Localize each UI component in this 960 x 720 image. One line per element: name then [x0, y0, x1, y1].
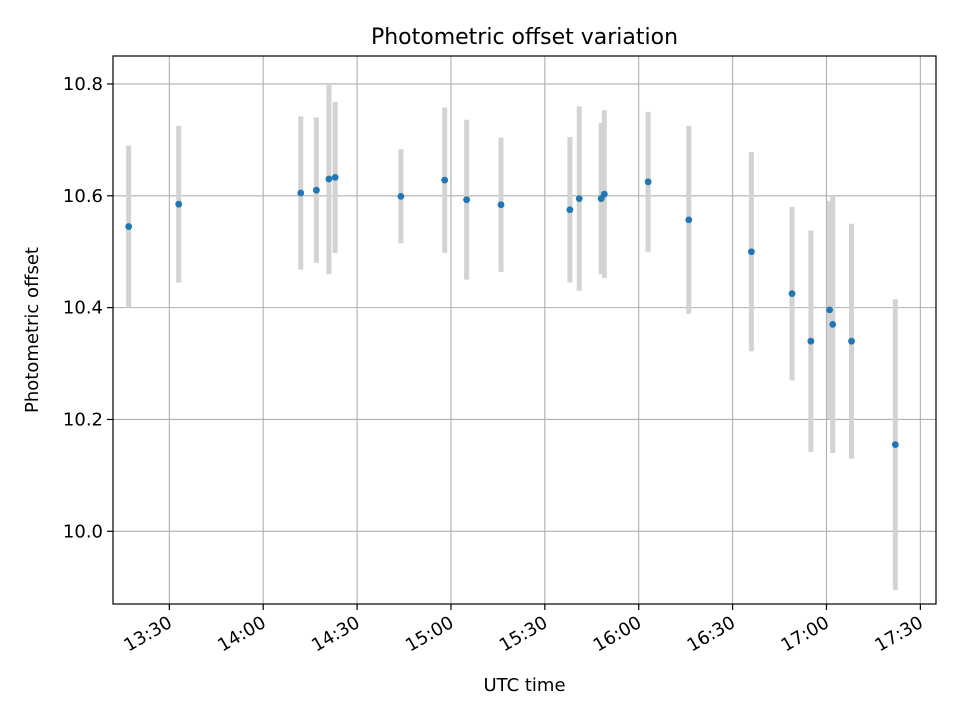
- data-point: [175, 200, 183, 208]
- axis-ticks: 10.0 10.2 10.4 10.6 10.8 13:30 14:00 14:30 15:00…: [63, 74, 927, 656]
- error-bars: [126, 83, 898, 591]
- data-point: [644, 178, 652, 186]
- data-point: [600, 190, 608, 198]
- x-tick-label: 13:30: [120, 612, 175, 656]
- x-tick-label: 15:00: [402, 612, 457, 656]
- data-point: [826, 306, 834, 314]
- data-point: [331, 173, 339, 181]
- y-tick-label: 10.4: [63, 298, 103, 319]
- x-tick-label: 14:00: [214, 612, 269, 656]
- data-point: [463, 196, 471, 204]
- data-point: [297, 189, 305, 197]
- chart-title: Photometric offset variation: [371, 25, 678, 50]
- data-point: [848, 337, 855, 345]
- data-point: [575, 195, 583, 202]
- data-point: [891, 441, 899, 449]
- plot-area: [112, 55, 937, 605]
- x-tick-label: 16:30: [684, 612, 739, 656]
- x-tick-label: 17:00: [778, 612, 833, 656]
- data-point: [313, 186, 320, 194]
- x-tick-label: 16:00: [590, 612, 645, 656]
- grid: [113, 56, 936, 604]
- x-axis-label: UTC time: [483, 675, 565, 696]
- data-point: [788, 290, 796, 298]
- data-point: [325, 175, 333, 183]
- data-points: [125, 173, 899, 449]
- data-point: [497, 201, 505, 209]
- y-tick-label: 10.2: [63, 409, 103, 430]
- data-point: [125, 223, 133, 230]
- data-point: [747, 248, 755, 256]
- x-tick-label: 15:30: [496, 612, 551, 656]
- x-tick-label: 17:30: [871, 612, 926, 656]
- data-point: [441, 176, 449, 184]
- x-tick-label: 14:30: [308, 612, 363, 656]
- y-tick-label: 10.0: [63, 521, 103, 542]
- y-tick-label: 10.6: [63, 186, 103, 207]
- data-point: [397, 192, 405, 200]
- data-point: [566, 206, 574, 214]
- y-axis-label: Photometric offset: [22, 247, 43, 413]
- data-point: [807, 337, 815, 345]
- data-point: [685, 216, 693, 224]
- data-point: [829, 321, 837, 328]
- y-tick-label: 10.8: [63, 74, 103, 95]
